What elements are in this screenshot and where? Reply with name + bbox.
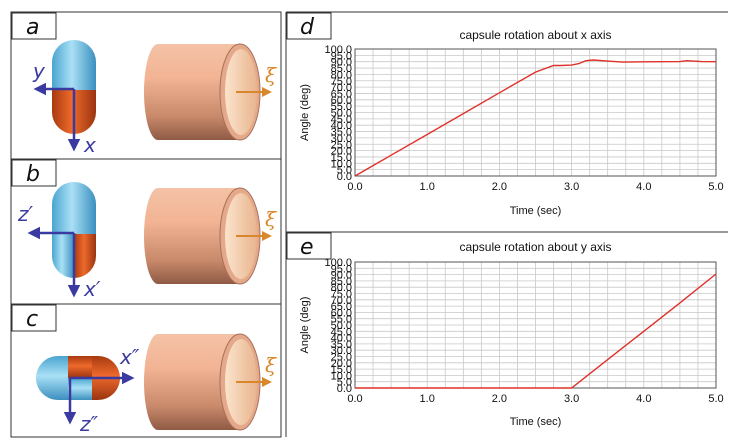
y-tick-label: 35.0 xyxy=(331,339,352,351)
x-tick-label: 4.0 xyxy=(636,181,651,193)
y-tick-label: 50.0 xyxy=(331,108,352,120)
y-tick-label: 60.0 xyxy=(331,95,352,107)
chart-e: 0.05.010.015.020.025.030.035.040.045.050… xyxy=(299,240,724,428)
panel-d-letter: d xyxy=(300,15,315,40)
chart-panel-e: e 0.05.010.015.020.025.030.035.040.045.0… xyxy=(286,231,728,428)
y-tick-label: 75.0 xyxy=(331,289,352,301)
series-line xyxy=(354,59,717,177)
y-tick-label: 30.0 xyxy=(331,133,352,145)
y-tick-label: 65.0 xyxy=(331,301,352,313)
x-tick-label: 3.0 xyxy=(564,393,579,405)
y-tick-label: 25.0 xyxy=(331,352,352,364)
y-tick-label: 80.0 xyxy=(331,282,352,294)
panel-b: b z′ x′ ξ xyxy=(10,158,282,305)
y-tick-label: 30.0 xyxy=(331,345,352,357)
y-tick-label: 50.0 xyxy=(331,320,352,332)
y-tick-label: 10.0 xyxy=(331,158,352,170)
y-tick-label: 75.0 xyxy=(331,76,352,88)
y-tick-label: 55.0 xyxy=(331,314,352,326)
y-tick-label: 45.0 xyxy=(331,114,352,126)
axis-label-x-prime: x′ xyxy=(83,277,101,301)
x-tick-label: 5.0 xyxy=(708,393,723,405)
axis-label-z-prime: z′ xyxy=(17,202,33,226)
x-tick-label: 0.0 xyxy=(347,393,362,405)
y-tick-label: 55.0 xyxy=(331,101,352,113)
xi-label-c: ξ xyxy=(265,353,277,377)
y-tick-label: 40.0 xyxy=(331,333,352,345)
x-axis-label: Time (sec) xyxy=(510,205,562,217)
y-tick-label: 20.0 xyxy=(331,358,352,370)
y-tick-label: 0.0 xyxy=(337,383,352,395)
y-tick-label: 90.0 xyxy=(331,270,352,282)
panel-c-letter: c xyxy=(26,307,38,332)
chart-panel-d: d 0.05.010.015.020.025.030.035.040.045.0… xyxy=(285,11,728,437)
x-tick-label: 1.0 xyxy=(420,181,435,193)
x-tick-label: 1.0 xyxy=(420,393,435,405)
capsule-b xyxy=(52,182,96,278)
x-tick-label: 2.0 xyxy=(492,181,507,193)
y-tick-label: 95.0 xyxy=(331,50,352,62)
y-tick-label: 85.0 xyxy=(331,276,352,288)
y-tick-label: 5.0 xyxy=(337,165,352,177)
y-tick-label: 10.0 xyxy=(331,370,352,382)
y-axis-label: Angle (deg) xyxy=(299,297,311,354)
y-tick-label: 15.0 xyxy=(331,364,352,376)
y-tick-label: 85.0 xyxy=(331,63,352,75)
y-axis-label: Angle (deg) xyxy=(299,84,311,141)
y-tick-label: 0.0 xyxy=(337,171,352,183)
chart-title: capsule rotation about x axis xyxy=(459,28,611,42)
axis-label-x: x xyxy=(83,133,96,157)
y-tick-label: 15.0 xyxy=(331,152,352,164)
axis-label-y: y xyxy=(32,59,46,83)
y-tick-label: 25.0 xyxy=(331,139,352,151)
x-axis-label: Time (sec) xyxy=(510,416,562,428)
y-tick-label: 40.0 xyxy=(331,120,352,132)
x-tick-label: 0.0 xyxy=(347,181,362,193)
panel-b-letter: b xyxy=(26,162,40,187)
y-tick-label: 35.0 xyxy=(331,127,352,139)
chart-d: 0.05.010.015.020.025.030.035.040.045.050… xyxy=(299,28,724,217)
y-tick-label: 70.0 xyxy=(331,82,352,94)
axis-label-x-dprime: x″ xyxy=(119,345,140,369)
x-tick-label: 3.0 xyxy=(564,181,579,193)
chart-title: capsule rotation about y axis xyxy=(459,240,611,254)
panel-c: c x″ z″ ξ xyxy=(10,303,282,438)
panel-a: a y x ξ xyxy=(10,11,282,160)
y-tick-label: 90.0 xyxy=(331,57,352,69)
y-tick-label: 100.0 xyxy=(324,44,352,56)
x-tick-label: 5.0 xyxy=(708,181,723,193)
y-tick-label: 60.0 xyxy=(331,307,352,319)
y-tick-label: 100.0 xyxy=(324,257,352,269)
panel-e-letter: e xyxy=(300,235,314,260)
xi-label-a: ξ xyxy=(265,63,277,87)
plot-frame xyxy=(354,48,717,177)
y-tick-label: 70.0 xyxy=(331,295,352,307)
xi-label-b: ξ xyxy=(265,207,277,231)
y-tick-label: 45.0 xyxy=(331,326,352,338)
y-tick-label: 65.0 xyxy=(331,88,352,100)
panel-a-letter: a xyxy=(26,15,39,40)
y-tick-label: 80.0 xyxy=(331,69,352,81)
capsule-a xyxy=(52,40,96,134)
axis-label-z-dprime: z″ xyxy=(79,412,98,436)
y-tick-label: 20.0 xyxy=(331,146,352,158)
series-line xyxy=(355,273,717,389)
y-tick-label: 5.0 xyxy=(337,377,352,389)
x-tick-label: 2.0 xyxy=(492,393,507,405)
x-tick-label: 4.0 xyxy=(636,393,651,405)
y-tick-label: 95.0 xyxy=(331,263,352,275)
